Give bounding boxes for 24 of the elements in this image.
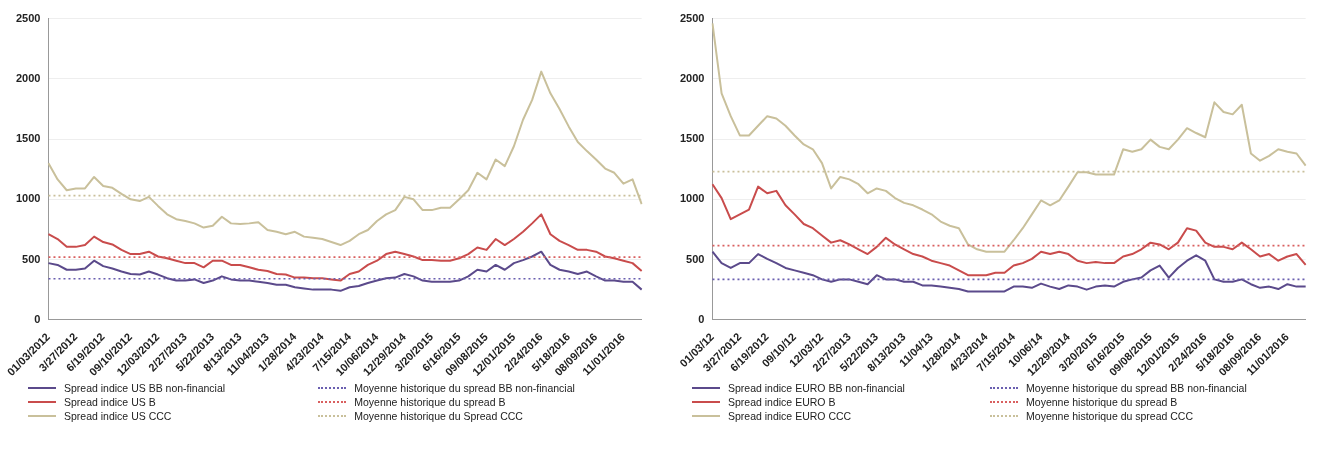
y-tick-label: 2000 <box>15 71 41 84</box>
y-tick-label: 1000 <box>679 192 705 205</box>
y-tick-label: 2500 <box>15 11 41 24</box>
y-tick-label: 1500 <box>15 132 41 145</box>
legend-label: Spread indice EURO B <box>728 396 836 408</box>
y-tick-label: 500 <box>22 252 41 265</box>
legend-label: Moyenne historique du spread BB non-financial <box>1026 382 1247 394</box>
y-tick-label: 500 <box>686 252 705 265</box>
y-tick-label: 0 <box>698 312 705 325</box>
legend-label: Moyenne historique du spread B <box>354 396 506 408</box>
legend-label: Spread indice EURO BB non-financial <box>728 382 905 394</box>
legend-label: Moyenne historique du spread CCC <box>1026 410 1194 422</box>
legend-label: Moyenne historique du spread B <box>1026 396 1178 408</box>
y-tick-label: 0 <box>34 312 41 325</box>
legend-label: Moyenne historique du Spread CCC <box>354 410 523 422</box>
y-tick-label: 2500 <box>679 11 705 24</box>
legend-label: Moyenne historique du spread BB non-financial <box>354 382 575 394</box>
y-tick-label: 1500 <box>679 132 705 145</box>
legend-label: Spread indice EURO CCC <box>728 410 852 422</box>
y-tick-label: 1000 <box>15 192 41 205</box>
legend-label: Spread indice US BB non-financial <box>64 382 226 394</box>
legend-label: Spread indice US B <box>64 396 156 408</box>
y-tick-label: 2000 <box>679 71 705 84</box>
legend-label: Spread indice US CCC <box>64 410 172 422</box>
